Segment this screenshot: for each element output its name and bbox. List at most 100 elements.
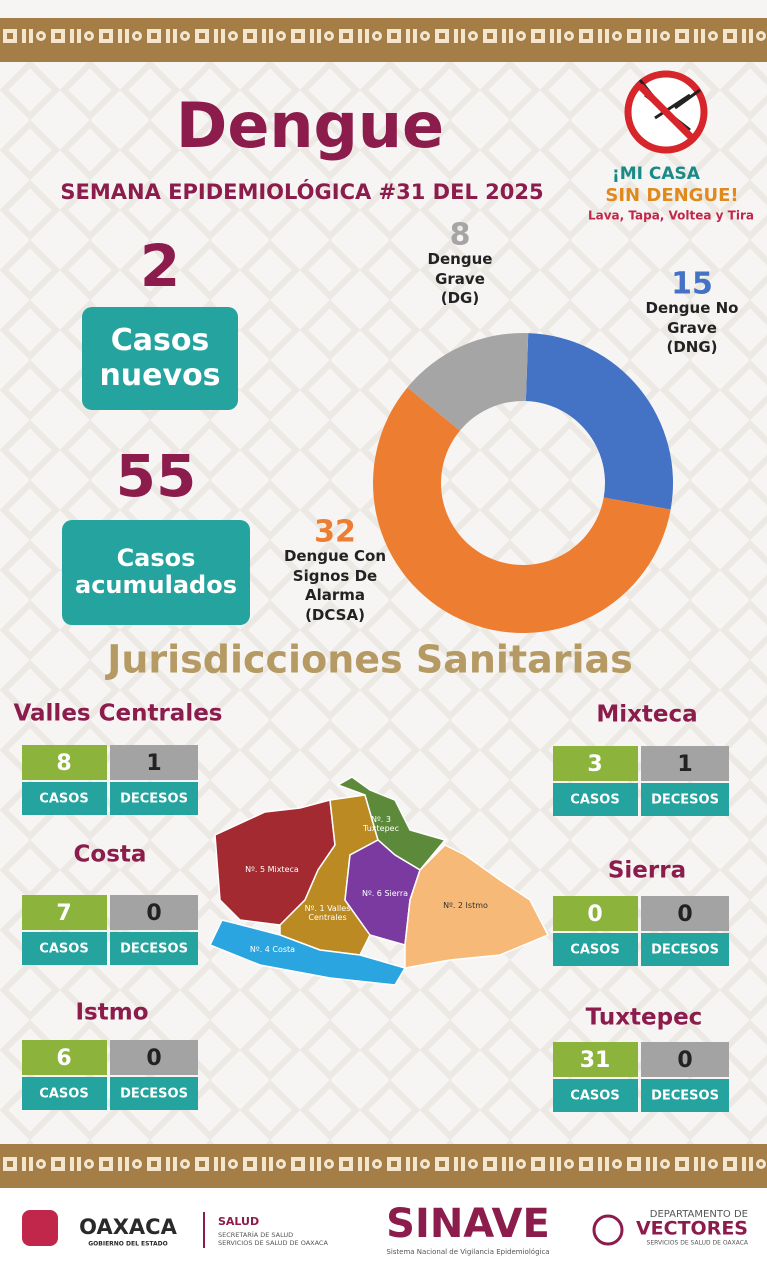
footer-bg [0, 1188, 767, 1280]
top-band-pattern [0, 28, 767, 52]
footer-salud-sub: SECRETARÍA DE SALUD [218, 1230, 293, 1239]
column-label: CASOS [39, 942, 88, 957]
label-cell [553, 1079, 638, 1112]
footer-sinave-sub: Sistema Nacional de Vigilancia Epidemiol… [386, 1248, 549, 1256]
region-name: Costa [74, 842, 147, 868]
donut-value: 32 [314, 515, 356, 550]
decesos-cell [110, 745, 198, 780]
campaign-tagline: Lava, Tapa, Voltea y Tira [588, 209, 754, 223]
summary-value: 55 [116, 442, 197, 510]
decesos-cell [641, 1042, 729, 1077]
column-label: DECESOS [120, 792, 188, 807]
casos-value: 6 [56, 1046, 71, 1071]
donut-slice [407, 333, 529, 431]
subtitle: SEMANA EPIDEMIOLÓGICA #31 DEL 2025 [60, 179, 543, 204]
region-name: Tuxtepec [586, 1005, 703, 1031]
map-label: Nº. 6 Sierra [361, 889, 409, 898]
oaxaca-emblem [22, 1210, 58, 1246]
region-name: Valles Centrales [13, 701, 222, 727]
footer-vectores: DEPARTAMENTO DE [650, 1209, 748, 1220]
footer-oaxaca-sub: GOBIERNO DEL ESTADO [88, 1241, 168, 1248]
label-cell [22, 782, 107, 815]
decesos-value: 1 [146, 751, 161, 776]
donut-value: 8 [450, 218, 471, 253]
column-label: DECESOS [120, 942, 188, 957]
footer-vectores: VECTORES [636, 1218, 748, 1240]
label-cell [22, 932, 107, 965]
donut-value: 15 [671, 267, 713, 302]
column-label: DECESOS [651, 1089, 719, 1104]
map-label: Nº. 5 Mixteca [245, 865, 299, 874]
casos-value: 3 [587, 752, 602, 777]
decesos-value: 0 [677, 1048, 692, 1073]
map-label: Nº. 1 Valles Centrales [304, 904, 351, 922]
donut-label: Dengue No Grave (DNG) [645, 299, 739, 356]
label-cell [22, 1077, 107, 1110]
column-label: DECESOS [120, 1087, 188, 1102]
decesos-value: 0 [677, 902, 692, 927]
donut-slice [525, 333, 673, 510]
casos-cell [553, 1042, 638, 1077]
map-label: Nº. 4 Costa [249, 945, 296, 954]
footer-salud-sub: SERVICIOS DE SALUD DE OAXACA [218, 1239, 328, 1247]
casos-value: 0 [587, 902, 602, 927]
decesos-cell [110, 1040, 198, 1075]
donut-label: Dengue Con Signos De Alarma (DCSA) [283, 547, 387, 624]
column-label: CASOS [570, 943, 619, 958]
decesos-cell [110, 895, 198, 930]
title: Dengue [176, 89, 444, 162]
region-name: Istmo [75, 1000, 148, 1026]
casos-cell [22, 895, 107, 930]
casos-cell [22, 745, 107, 780]
decesos-value: 0 [146, 1046, 161, 1071]
map-label: Nº. 3 Tuxtepec [363, 815, 399, 833]
casos-value: 8 [56, 751, 71, 776]
label-cell [641, 783, 729, 816]
column-label: CASOS [570, 793, 619, 808]
column-label: DECESOS [651, 793, 719, 808]
footer-oaxaca: OAXACA [79, 1215, 177, 1239]
campaign-line: SIN DENGUE! [605, 185, 738, 206]
label-cell [641, 933, 729, 966]
label-cell [553, 783, 638, 816]
decesos-value: 1 [677, 752, 692, 777]
marks: Dengue SEMANA EPIDEMIOLÓGICA #31 DEL 2025… [13, 89, 754, 1256]
summary-label: Casos nuevos [99, 323, 221, 393]
map-label: Nº. 2 Istmo [443, 901, 488, 910]
label-cell [110, 932, 198, 965]
summary-value: 2 [140, 232, 180, 300]
no-mosquito-icon [624, 70, 708, 154]
label-cell [641, 1079, 729, 1112]
casos-cell [553, 896, 638, 931]
column-label: CASOS [39, 1087, 88, 1102]
casos-value: 31 [580, 1048, 611, 1073]
donut-label: Dengue Grave (DG) [427, 250, 493, 307]
summary-label: Casos acumulados [75, 543, 237, 600]
region-name: Mixteca [596, 702, 697, 728]
column-label: CASOS [570, 1089, 619, 1104]
vectores-icon [592, 1214, 624, 1246]
decesos-cell [641, 746, 729, 781]
summary-box [82, 307, 238, 410]
decesos-cell [641, 896, 729, 931]
label-cell [553, 933, 638, 966]
campaign-line: ¡MI CASA [612, 164, 701, 184]
casos-cell [553, 746, 638, 781]
footer-vectores: SERVICIOS DE SALUD DE OAXACA [647, 1240, 749, 1247]
section-title: Jurisdicciones Sanitarias [104, 638, 633, 682]
donut-slice [373, 387, 671, 633]
summary-box [62, 520, 250, 625]
label-cell [110, 1077, 198, 1110]
bottom-band-pattern [0, 1154, 767, 1178]
footer-sinave: SINAVE [386, 1201, 550, 1247]
footer-salud: SALUD [218, 1215, 259, 1228]
casos-value: 7 [56, 901, 71, 926]
column-label: CASOS [39, 792, 88, 807]
oaxaca-map [208, 776, 550, 986]
region-name: Sierra [608, 858, 686, 884]
decesos-value: 0 [146, 901, 161, 926]
label-cell [110, 782, 198, 815]
column-label: DECESOS [651, 943, 719, 958]
